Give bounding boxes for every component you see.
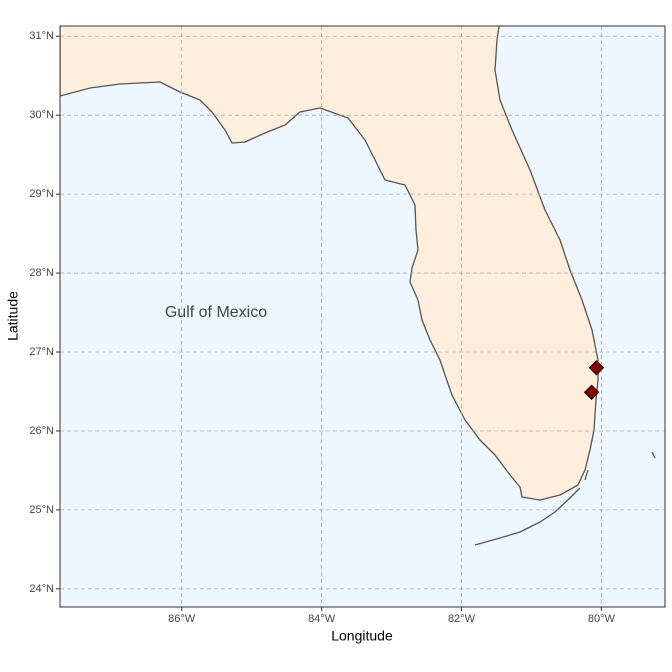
x-tick-label: 84°W bbox=[308, 613, 336, 625]
y-axis-label: Latitude bbox=[5, 291, 21, 341]
panel-border bbox=[59, 25, 666, 608]
x-tick-label: 82°W bbox=[448, 613, 476, 625]
y-tick-label: 25°N bbox=[29, 504, 54, 516]
y-tick-label: 31°N bbox=[29, 30, 54, 42]
land bbox=[60, 26, 656, 546]
points bbox=[583, 360, 605, 400]
grid bbox=[60, 26, 665, 607]
y-tick-label: 26°N bbox=[29, 425, 54, 437]
x-tick-label: 86°W bbox=[168, 613, 196, 625]
annotation: Gulf of Mexico bbox=[165, 304, 267, 321]
site-marker bbox=[583, 384, 600, 400]
y-tick-label: 30°N bbox=[29, 109, 54, 121]
y-tick-label: 24°N bbox=[29, 583, 54, 595]
x-axis-label: Longitude bbox=[331, 628, 393, 644]
y-tick-label: 29°N bbox=[29, 188, 54, 200]
site-marker bbox=[588, 360, 605, 376]
x-tick-label: 80°W bbox=[588, 613, 616, 625]
y-tick-label: 28°N bbox=[29, 267, 54, 279]
y-tick-label: 27°N bbox=[29, 346, 54, 358]
